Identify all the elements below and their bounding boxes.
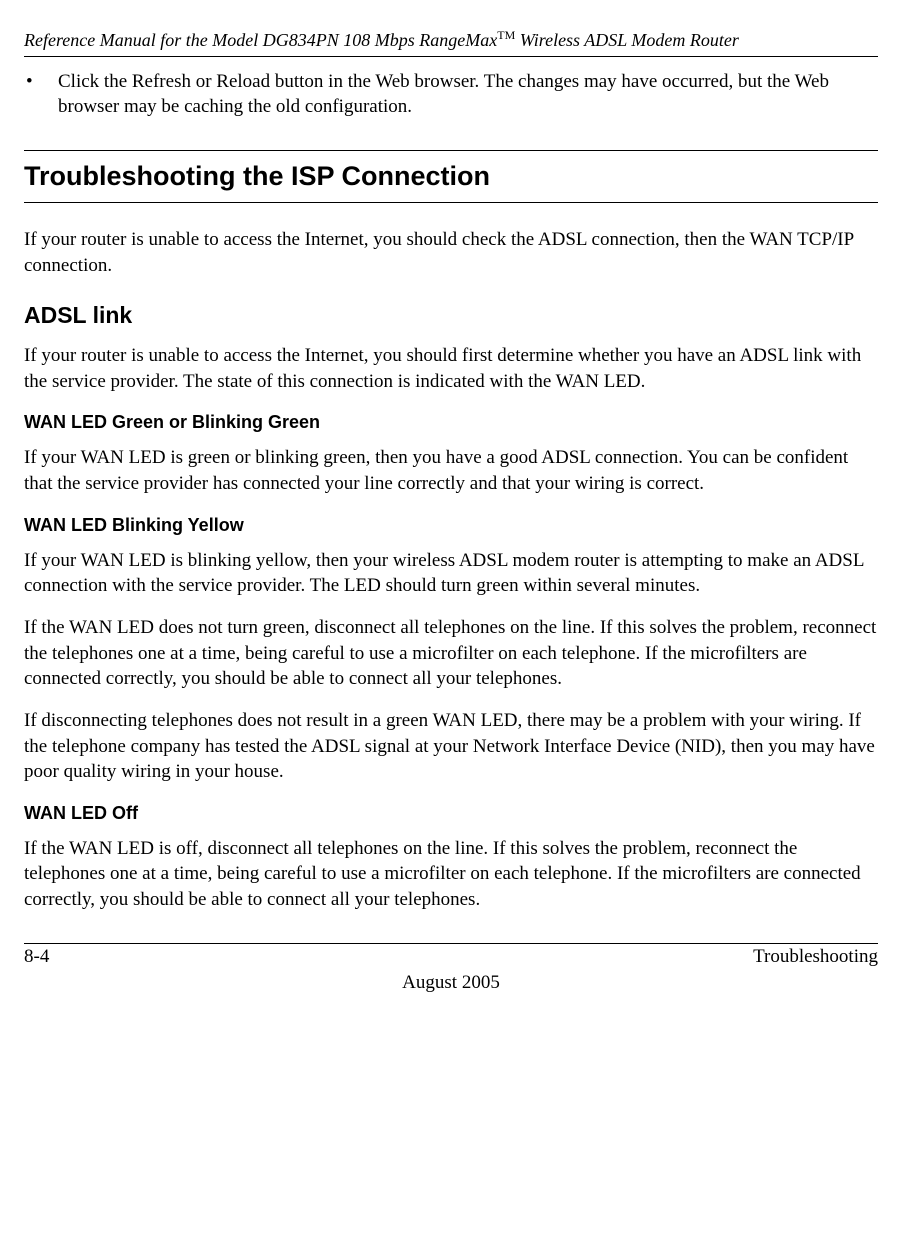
wan-yellow-heading: WAN LED Blinking Yellow [24,515,878,536]
footer-page-number: 8-4 [24,946,49,968]
footer-date: August 2005 [24,972,878,994]
bullet-text: Click the Refresh or Reload button in th… [58,69,878,120]
running-header: Reference Manual for the Model DG834PN 1… [24,28,878,52]
section-intro: If your router is unable to access the I… [24,227,878,278]
wan-yellow-p2: If the WAN LED does not turn green, disc… [24,615,878,692]
footer-chapter: Troubleshooting [753,946,878,968]
wan-off-heading: WAN LED Off [24,803,878,824]
wan-green-p1: If your WAN LED is green or blinking gre… [24,445,878,496]
trademark-symbol: TM [497,28,515,42]
wan-yellow-p3: If disconnecting telephones does not res… [24,708,878,785]
running-title-suffix: Wireless ADSL Modem Router [515,30,739,50]
section-rule-top [24,150,878,151]
wan-yellow-p1: If your WAN LED is blinking yellow, then… [24,548,878,599]
wan-green-heading: WAN LED Green or Blinking Green [24,412,878,433]
page-footer: 8-4 Troubleshooting August 2005 [24,943,878,994]
section-rule-bottom [24,202,878,203]
wan-off-p1: If the WAN LED is off, disconnect all te… [24,836,878,913]
running-title-prefix: Reference Manual for the Model DG834PN 1… [24,30,497,50]
section-heading: Troubleshooting the ISP Connection [24,155,878,198]
bullet-item: • Click the Refresh or Reload button in … [24,69,878,120]
bullet-marker: • [24,69,58,120]
adsl-intro: If your router is unable to access the I… [24,343,878,394]
footer-rule [24,943,878,944]
adsl-heading: ADSL link [24,302,878,329]
header-rule [24,56,878,57]
